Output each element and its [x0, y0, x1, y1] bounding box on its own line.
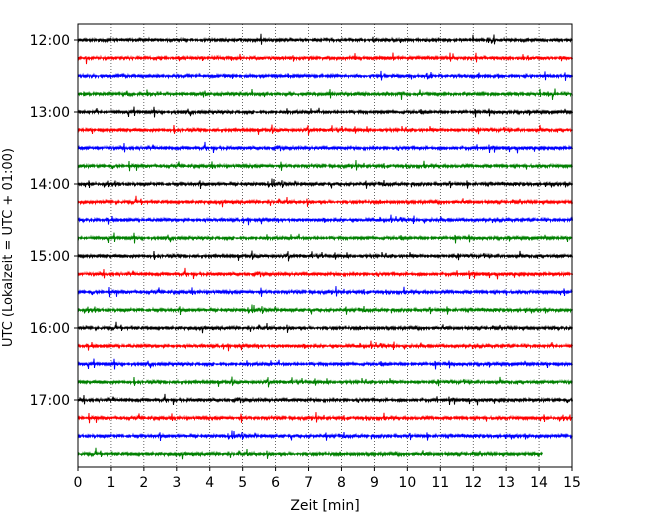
- trace-line: [77, 304, 573, 316]
- trace-line: [77, 393, 573, 406]
- x-tick-label: 4: [205, 475, 214, 491]
- x-tick-label: 12: [464, 475, 482, 491]
- x-tick-label: 9: [370, 475, 379, 491]
- x-tick-label: 15: [563, 475, 581, 491]
- trace-line: [77, 340, 573, 352]
- y-tick-label: 16:00: [30, 321, 70, 337]
- x-tick-label: 14: [530, 475, 548, 491]
- x-tick-label: 0: [74, 475, 83, 491]
- x-tick-label: 8: [337, 475, 346, 491]
- y-axis-ticks: 12:00 13:00 14:00 15:00 16:00 17:00: [30, 33, 78, 409]
- trace-line: [77, 250, 573, 262]
- x-tick-label: 11: [431, 475, 449, 491]
- trace-line: [77, 178, 573, 190]
- x-tick-label: 6: [271, 475, 280, 491]
- y-tick-label: 15:00: [30, 249, 70, 265]
- trace-line: [77, 358, 573, 370]
- x-tick-label: 3: [172, 475, 181, 491]
- trace-line: [77, 267, 573, 280]
- trace-line: [77, 195, 573, 208]
- trace-group: [77, 33, 573, 460]
- grid-lines: [110, 24, 540, 467]
- y-axis-label: UTC (Lokalzeit = UTC + 01:00): [1, 148, 16, 347]
- trace-line: [77, 124, 573, 136]
- trace-line: [77, 214, 573, 226]
- y-tick-label: 13:00: [30, 105, 70, 121]
- x-tick-label: 7: [304, 475, 313, 491]
- trace-line: [77, 321, 573, 334]
- x-axis-label: Zeit [min]: [290, 498, 359, 514]
- trace-line: [77, 232, 573, 244]
- y-tick-label: 17:00: [30, 393, 70, 409]
- y-tick-label: 12:00: [30, 33, 70, 49]
- x-tick-label: 2: [139, 475, 148, 491]
- trace-line: [77, 70, 573, 81]
- x-tick-label: 1: [106, 475, 115, 491]
- y-tick-label: 14:00: [30, 177, 70, 193]
- trace-line: [77, 412, 573, 424]
- trace-line: [77, 88, 573, 100]
- x-tick-label: 10: [398, 475, 416, 491]
- plot-frame: [77, 23, 573, 468]
- x-tick-label: 5: [238, 475, 247, 491]
- trace-line: [77, 33, 573, 45]
- x-axis-ticks: 0 1 2 3 4 5 6 7 8 9 10 11 12 13 14 15: [74, 467, 581, 491]
- trace-line: [77, 52, 573, 65]
- trace-line: [77, 376, 573, 388]
- x-tick-label: 13: [497, 475, 515, 491]
- trace-line: [77, 106, 573, 118]
- trace-line: [77, 286, 573, 298]
- trace-line: [77, 160, 573, 172]
- trace-line: [77, 447, 543, 460]
- trace-line: [77, 141, 573, 154]
- trace-line: [77, 430, 573, 442]
